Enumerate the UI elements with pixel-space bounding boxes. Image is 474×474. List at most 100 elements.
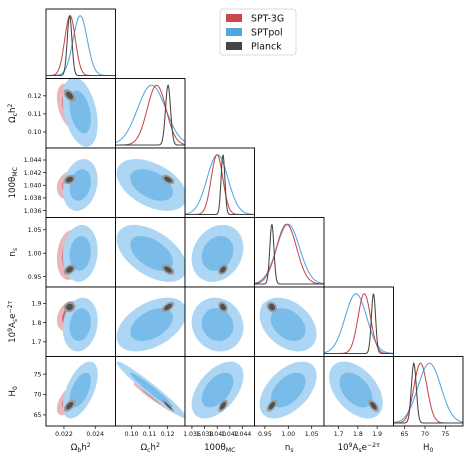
panel-theta-vs-ns bbox=[184, 217, 255, 288]
contour-68-planck bbox=[66, 176, 74, 183]
contour-68-planck bbox=[66, 303, 74, 311]
contour-68-sptpol bbox=[201, 372, 234, 408]
x-tick-label-theta: 1.036 bbox=[183, 431, 201, 438]
contours bbox=[259, 297, 317, 352]
contour-68-planck bbox=[66, 266, 74, 273]
panel-theta-vs-As bbox=[184, 286, 255, 357]
contours bbox=[116, 224, 185, 282]
marginal-planck-ns bbox=[254, 224, 324, 285]
y-tick-label-theta: 1.040 bbox=[24, 182, 42, 189]
y-tick-label-ns: 1.05 bbox=[28, 227, 42, 234]
contour-68-planck bbox=[66, 401, 74, 410]
y-axis-label-H0: H0 bbox=[8, 386, 19, 396]
panel-obh2-vs-ns bbox=[45, 217, 116, 288]
x-tick-label-H0: 70 bbox=[421, 431, 429, 438]
y-tick-label-theta: 1.042 bbox=[24, 170, 42, 177]
marginal-planck-theta bbox=[185, 154, 255, 216]
contours bbox=[56, 159, 98, 211]
panel-theta-vs-H0 bbox=[184, 356, 255, 427]
y-tick-label-och2: 0.11 bbox=[28, 111, 42, 118]
contour-68-planck bbox=[164, 401, 172, 410]
panel-diag-H0 bbox=[393, 356, 464, 427]
marginal-curves bbox=[185, 154, 255, 216]
panel-background bbox=[185, 148, 255, 218]
contours bbox=[56, 297, 98, 352]
panel-diag-obh2 bbox=[45, 8, 116, 79]
y-tick-label-ns: 1.00 bbox=[28, 250, 42, 257]
x-axis-label-As: 109Ase−2τ bbox=[338, 442, 380, 454]
contour-68-planck bbox=[268, 401, 275, 410]
marginal-curves bbox=[115, 84, 185, 146]
panel-obh2-vs-theta bbox=[45, 147, 116, 218]
marginal-sptpol-och2 bbox=[115, 84, 185, 144]
panel-och2-vs-As bbox=[115, 286, 186, 357]
panel-och2-vs-H0 bbox=[115, 356, 186, 427]
x-tick-label-och2: 0.12 bbox=[161, 431, 175, 438]
contour-68-sptpol bbox=[339, 372, 373, 408]
contour-68-sptpol bbox=[270, 308, 306, 341]
contour-68-planck bbox=[268, 303, 275, 311]
panel-background bbox=[324, 287, 394, 357]
y-tick-label-och2: 0.10 bbox=[28, 129, 42, 136]
x-tick-label-As: 1.7 bbox=[334, 431, 344, 438]
panel-diag-och2 bbox=[115, 78, 186, 149]
marginal-curves bbox=[46, 14, 116, 77]
contour-68-sptpol bbox=[69, 90, 91, 134]
x-tick-label-obh2: 0.022 bbox=[55, 431, 73, 438]
y-tick-label-theta: 1.036 bbox=[24, 208, 42, 215]
panel-obh2-vs-och2 bbox=[45, 78, 116, 149]
panel-ns-vs-As bbox=[254, 286, 325, 357]
marginal-curves bbox=[254, 223, 324, 285]
x-tick-label-ns: 1.05 bbox=[305, 431, 319, 438]
x-tick-label-H0: 65 bbox=[401, 431, 409, 438]
panel-diag-theta bbox=[184, 147, 255, 218]
marginal-spt3g-ns bbox=[254, 223, 324, 285]
contour-68-sptpol bbox=[130, 308, 173, 341]
contours bbox=[329, 361, 383, 419]
x-axis-label-och2: Ωch2 bbox=[141, 442, 160, 454]
marginal-curves bbox=[324, 293, 394, 355]
marginal-planck-obh2 bbox=[46, 14, 116, 77]
marginal-planck-och2 bbox=[115, 84, 185, 146]
contour-68-sptpol bbox=[270, 372, 306, 408]
contours bbox=[56, 361, 98, 419]
contour-68-planck bbox=[164, 266, 172, 273]
x-tick-label-obh2: 0.024 bbox=[86, 431, 104, 438]
marginal-planck-H0 bbox=[393, 361, 463, 424]
legend-label-sptpol: SPTpol bbox=[251, 28, 283, 39]
contour-68-sptpol bbox=[69, 308, 91, 341]
panel-diag-As bbox=[323, 286, 394, 357]
y-tick-label-ns: 0.95 bbox=[28, 274, 42, 281]
x-tick-label-As: 1.9 bbox=[372, 431, 382, 438]
contour-68-planck bbox=[164, 303, 172, 311]
y-axis-label-ns: ns bbox=[8, 248, 19, 257]
panel-obh2-vs-As bbox=[45, 286, 116, 357]
panel-diag-ns bbox=[254, 217, 325, 288]
y-axis-label-As: 109Ase−2τ bbox=[7, 300, 19, 342]
y-tick-label-theta: 1.044 bbox=[24, 157, 42, 164]
contour-68-sptpol bbox=[130, 236, 173, 271]
x-tick-label-ns: 0.95 bbox=[258, 431, 272, 438]
y-tick-label-H0: 70 bbox=[34, 392, 42, 399]
y-tick-label-och2: 0.12 bbox=[28, 93, 42, 100]
y-tick-label-theta: 1.038 bbox=[24, 195, 42, 202]
panel-frame bbox=[323, 356, 394, 427]
legend-swatch-planck bbox=[226, 42, 242, 50]
y-axis-label-och2: Ωch2 bbox=[7, 104, 19, 123]
marginal-planck-As bbox=[324, 293, 394, 355]
contour-68-planck bbox=[370, 401, 377, 410]
y-axis-label-theta: 100θMC bbox=[8, 167, 19, 198]
x-tick-label-och2: 0.11 bbox=[143, 431, 157, 438]
marginal-curves bbox=[393, 361, 463, 424]
x-axis-label-obh2: Ωbh2 bbox=[71, 442, 91, 454]
contour-68-planck bbox=[220, 401, 226, 410]
legend-swatch-sptpol bbox=[226, 28, 242, 36]
contours bbox=[259, 361, 317, 419]
contour-68-sptpol bbox=[69, 372, 91, 408]
x-tick-label-theta: 1.040 bbox=[208, 431, 226, 438]
panel-obh2-vs-H0 bbox=[45, 356, 116, 427]
y-tick-label-As: 1.7 bbox=[32, 339, 42, 346]
y-tick-label-H0: 75 bbox=[34, 371, 42, 378]
x-tick-label-theta: 1.042 bbox=[221, 431, 239, 438]
